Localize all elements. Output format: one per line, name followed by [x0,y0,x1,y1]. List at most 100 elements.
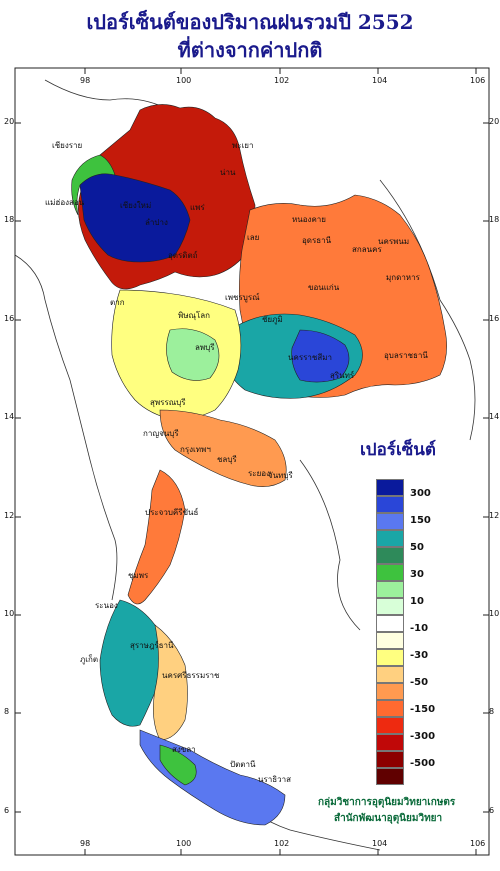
legend-label-m10: -10 [410,623,429,634]
lat-tick-left-14: 14 [4,412,15,421]
lat-tick-right-6: 6 [489,806,495,815]
lat-tick-right-14: 14 [489,412,500,421]
legend-swatch [376,598,404,615]
legend-swatch [376,649,404,666]
lon-tick-top-106: 106 [470,76,486,85]
lon-tick-bottom-98: 98 [80,839,91,848]
place-label: แพร่ [190,203,205,212]
legend-swatch [376,547,404,564]
legend-swatch [376,666,404,683]
lat-tick-right-12: 12 [489,511,500,520]
region-deep-south-green [159,744,197,786]
lat-tick-right-18: 18 [489,215,500,224]
lat-tick-left-20: 20 [4,117,15,126]
legend-label-10: 10 [410,596,424,607]
legend-swatch [376,700,404,717]
place-label: อุตรดิตถ์ [168,250,198,260]
thailand-regions [71,104,447,826]
lat-tick-left-10: 10 [4,609,15,618]
legend-title: เปอร์เซ็นต์ [360,440,436,460]
place-label: จันทบุรี [268,471,294,480]
map-title-line1: เปอร์เซ็นต์ของปริมาณฝนรวมปี 2552 [86,10,414,34]
lat-tick-right-20: 20 [489,117,500,126]
lon-tick-bottom-106: 106 [470,839,486,848]
place-label: แม่ฮ่องสอน [45,198,85,207]
place-label: ลำปาง [145,218,168,227]
place-label: เชียงใหม่ [120,201,151,210]
place-label: กรุงเทพฯ [180,445,211,454]
legend-label-m150: -150 [410,704,436,715]
place-label: ปัตตานี [230,760,256,769]
credit-line1: กลุ่มวิชาการอุตุนิยมวิทยาเกษตร [318,797,456,808]
credit-line2: สำนักพัฒนาอุตุนิยมวิทยา [334,813,443,824]
legend-label-m30: -30 [410,650,429,661]
region-east [159,409,287,487]
legend-swatch [376,632,404,649]
axis-ticks [15,68,489,855]
region-northwest-blue [79,173,191,263]
place-label: นราธิวาส [258,775,291,784]
legend-swatch [376,496,404,513]
map-title-line2: ที่ต่างจากค่าปกติ [177,38,323,62]
place-label: นครพนม [378,237,409,246]
lon-tick-top-100: 100 [176,76,192,85]
place-label: ตาก [110,298,125,307]
region-upper-south [127,469,186,605]
place-label: เลย [247,233,259,242]
lat-tick-left-6: 6 [4,806,10,815]
lon-tick-top-104: 104 [372,76,388,85]
legend-swatch [376,615,404,632]
place-label: ภูเก็ต [80,654,98,665]
place-label: นครศรีธรรมราช [162,671,220,680]
place-label: สกลนคร [352,245,382,254]
legend-swatch [376,513,404,530]
place-label: สุราษฎร์ธานี [130,640,174,650]
place-label: สุรินทร์ [330,370,355,380]
place-label: ชลบุรี [217,455,237,464]
legend-label-m50: -50 [410,677,429,688]
place-label: ชุมพร [128,571,149,580]
lon-tick-bottom-104: 104 [372,839,388,848]
lat-tick-left-12: 12 [4,511,15,520]
region-central-green [166,328,220,381]
place-label: สงขลา [172,745,196,754]
legend-label-30: 30 [410,569,424,580]
place-label: หนองคาย [292,215,326,224]
legend-swatch [376,717,404,734]
legend-swatch [376,734,404,751]
legend-swatch [376,564,404,581]
lon-tick-top-98: 98 [80,76,91,85]
place-label: พิษณุโลก [178,310,210,320]
legend-swatch [376,683,404,700]
place-label: เชียงราย [52,141,82,150]
place-label: มุกดาหาร [386,273,421,282]
region-northwest-ring [71,154,116,216]
legend-label-50: 50 [410,542,424,553]
place-label: เพชรบูรณ์ [225,292,260,303]
lon-tick-top-102: 102 [274,76,290,85]
legend-label-300: 300 [410,488,431,499]
legend-swatch [376,768,404,785]
legend-swatch [376,581,404,598]
lat-tick-left-8: 8 [4,707,10,716]
lat-tick-right-8: 8 [489,707,495,716]
lon-tick-bottom-100: 100 [176,839,192,848]
lat-tick-right-10: 10 [489,609,500,618]
lat-tick-left-18: 18 [4,215,15,224]
place-label: กาญจนบุรี [143,429,179,438]
place-label: ประจวบคีรีขันธ์ [145,507,199,517]
legend-label-m300: -300 [410,731,436,742]
place-label: น่าน [220,168,236,177]
legend-swatch [376,479,404,496]
lon-tick-bottom-102: 102 [274,839,290,848]
neighbor-borders [14,79,476,851]
place-label: ลพบุรี [195,343,215,352]
region-korat-core [291,329,350,383]
region-south-east [153,624,188,741]
place-label: ระนอง [95,601,118,610]
place-label: ระยอง [248,469,270,478]
place-label: ขอนแก่น [308,283,340,292]
legend-label-m500: -500 [410,758,436,769]
place-label: ชัยภูมิ [262,315,283,325]
